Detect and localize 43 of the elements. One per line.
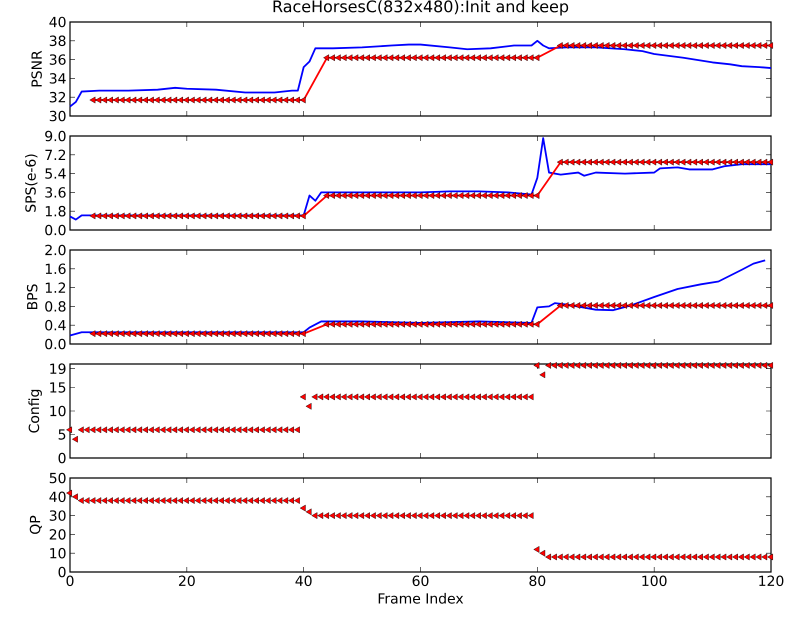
y-tick-label: 7.2: [45, 150, 66, 160]
y-tick-label: 0.0: [45, 338, 66, 350]
y-tick-label: 2.0: [45, 244, 66, 256]
x-tick-label: 20: [178, 576, 195, 586]
y-tick-label: 19: [50, 363, 66, 374]
y-tick-label: 5: [58, 429, 66, 440]
y-axis-title: SPS(e-6): [25, 154, 38, 212]
y-tick-label: 20: [50, 529, 66, 540]
y-tick-label: 30: [50, 110, 66, 122]
y-tick-label: 9.0: [45, 130, 66, 142]
y-tick-label: 3.6: [45, 187, 66, 198]
y-tick-label: 1.2: [46, 282, 66, 293]
y-tick-label: 34: [50, 73, 66, 84]
y-axis-title: BPS: [26, 284, 38, 310]
y-tick-label: 1.8: [46, 206, 66, 216]
y-tick-label: 0.4: [45, 320, 66, 330]
y-tick-label: 0.0: [45, 224, 66, 236]
y-tick-label: 0.8: [45, 301, 66, 312]
x-tick-label: 120: [759, 576, 784, 586]
x-tick-label: 80: [529, 576, 546, 586]
y-tick-label: 50: [50, 472, 66, 484]
y-tick-label: 40: [49, 16, 66, 28]
x-tick-label: 40: [295, 576, 312, 586]
x-axis-title: Frame Index: [378, 592, 464, 604]
y-tick-label: 10: [50, 406, 66, 416]
y-axis-title: QP: [30, 516, 42, 534]
y-tick-label: 30: [50, 510, 66, 521]
y-axis-title: PSNR: [31, 50, 42, 86]
y-tick-label: 15: [50, 382, 66, 393]
y-tick-label: 0: [58, 452, 66, 464]
y-axis-title: Config: [28, 390, 42, 433]
y-tick-label: 38: [50, 36, 66, 46]
y-tick-label: 32: [50, 92, 66, 102]
chart-title: RaceHorsesC(832x480):Init and keep: [274, 0, 568, 16]
y-tick-label: 40: [49, 492, 66, 502]
y-tick-label: 10: [50, 548, 66, 558]
x-tick-label: 60: [412, 576, 428, 586]
y-tick-label: 36: [50, 54, 66, 65]
y-tick-label: 1.6: [46, 264, 66, 274]
x-tick-label: 100: [642, 576, 667, 586]
y-tick-label: 0: [58, 566, 66, 578]
y-tick-label: 5.4: [45, 168, 66, 179]
x-tick-label: 0: [66, 576, 74, 586]
